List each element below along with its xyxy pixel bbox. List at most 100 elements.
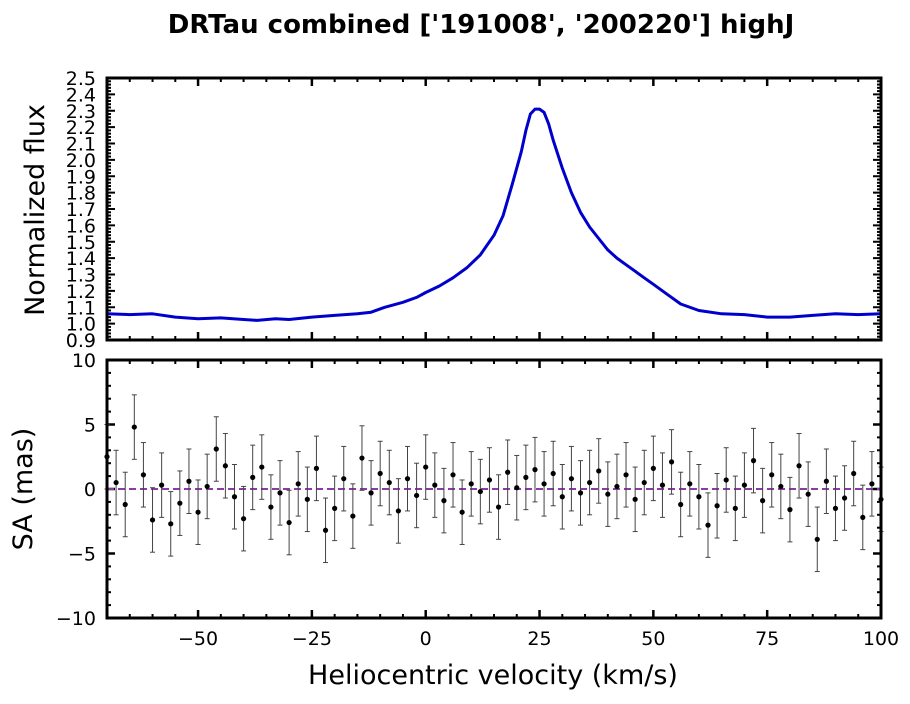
data-point [732, 505, 738, 511]
y-tick-label: 1.7 [66, 199, 96, 221]
y-tick-label: 2.1 [66, 134, 96, 156]
data-point [222, 463, 228, 469]
data-point [532, 467, 538, 473]
y-tick-label: 1.2 [66, 281, 96, 303]
data-point [350, 513, 356, 519]
data-point [113, 479, 119, 486]
data-point [505, 469, 511, 475]
y-tick-label: 2.5 [66, 68, 96, 90]
data-point [550, 470, 556, 477]
data-point [404, 476, 411, 482]
data-point [295, 481, 301, 487]
data-point [814, 536, 820, 542]
y-tick-label: 1.3 [66, 265, 96, 287]
data-point [805, 491, 811, 497]
y-tick-label: 1.9 [66, 166, 96, 188]
data-point [186, 478, 192, 484]
panel-frame [105, 358, 883, 620]
data-point [386, 479, 392, 486]
data-point [377, 470, 383, 477]
data-point [277, 490, 283, 496]
x-tick-label: −50 [178, 628, 218, 650]
flux-panel: 0.91.01.11.21.31.41.51.61.71.81.92.02.12… [66, 68, 883, 352]
data-point [659, 482, 666, 488]
data-point [204, 483, 210, 490]
x-tick-label: 100 [863, 628, 899, 650]
data-point [259, 464, 265, 470]
x-tick-label: 25 [527, 628, 551, 650]
data-point [486, 477, 493, 483]
data-point [841, 495, 848, 501]
data-point [149, 517, 156, 523]
data-point [322, 527, 329, 533]
y-tick-label: −5 [68, 544, 96, 566]
chart-title: DRTau combined ['191008', '200220'] high… [168, 10, 795, 40]
data-point [450, 472, 456, 478]
data-point [696, 494, 702, 500]
y-tick-label: 1.5 [66, 232, 96, 254]
data-point [250, 474, 256, 480]
data-point [596, 468, 602, 474]
data-point [577, 490, 584, 496]
y-tick-label: 2.4 [66, 84, 96, 106]
panel-frame [105, 76, 883, 342]
data-point [414, 492, 420, 499]
x-tick-label: 75 [755, 628, 779, 650]
x-axis-label: Heliocentric velocity (km/s) [308, 660, 678, 691]
data-point [213, 446, 219, 452]
data-point [860, 514, 866, 520]
data-point [195, 509, 201, 515]
data-point [468, 481, 474, 487]
y-tick-label: 1.8 [66, 183, 96, 205]
data-point [605, 491, 611, 497]
data-point [341, 476, 347, 482]
data-point [650, 465, 656, 471]
y-tick-label: 1.1 [66, 297, 96, 319]
sa-axis-label: SA (mas) [8, 428, 39, 551]
data-point [632, 496, 638, 502]
y-tick-label: 5 [84, 415, 96, 437]
data-point [432, 482, 438, 488]
data-point [286, 519, 292, 526]
data-point [477, 488, 483, 495]
data-point [304, 496, 310, 502]
y-tick-label: 1.4 [66, 248, 96, 270]
data-point [313, 465, 320, 471]
data-point [778, 483, 784, 490]
data-point [723, 477, 729, 483]
data-point [495, 504, 502, 510]
y-tick-label: 10 [72, 350, 96, 372]
data-point [122, 501, 128, 508]
data-point [787, 507, 793, 513]
data-point [140, 472, 147, 478]
data-point [714, 503, 720, 509]
data-point [559, 494, 565, 500]
data-point [231, 494, 238, 500]
data-point [523, 474, 529, 480]
data-point [168, 521, 174, 527]
x-tick-label: 0 [420, 628, 432, 650]
data-point [796, 463, 802, 469]
data-point [568, 476, 575, 482]
data-point [823, 478, 829, 484]
data-point [359, 455, 365, 461]
y-tick-label: 1.6 [66, 215, 96, 237]
data-point [641, 479, 647, 486]
x-tick-label: 50 [641, 628, 665, 650]
data-point [623, 472, 629, 478]
data-point [268, 504, 274, 510]
data-point [459, 509, 465, 515]
y-tick-label: −10 [56, 608, 96, 630]
y-tick-label: 0.9 [66, 330, 96, 352]
data-point [851, 470, 857, 477]
data-point [760, 498, 766, 504]
data-point [614, 483, 620, 490]
y-tick-label: 2.2 [66, 117, 96, 139]
data-point [368, 490, 374, 496]
data-point [240, 516, 247, 522]
data-point [131, 424, 137, 430]
data-point [587, 479, 593, 486]
